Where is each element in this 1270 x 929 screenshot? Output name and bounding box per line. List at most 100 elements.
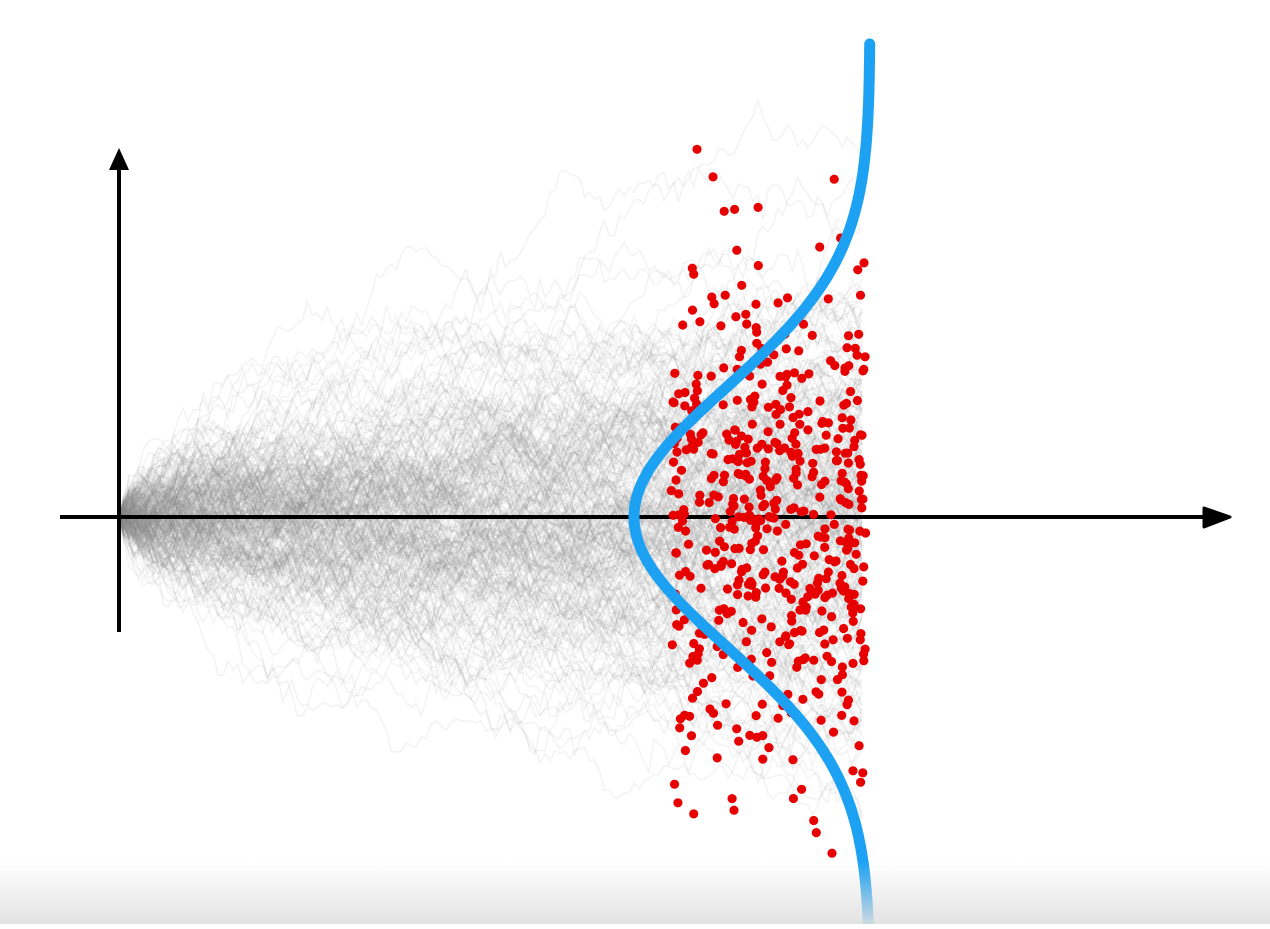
random-walk-path [118,391,863,541]
sample-point [786,611,797,621]
random-walk-path [118,465,863,554]
sample-point [687,305,698,315]
sample-point [741,309,751,319]
sample-point [827,588,838,598]
sample-point [858,768,868,778]
sample-point [681,526,691,536]
random-walk-path [118,431,863,603]
random-walk-path [118,516,863,715]
random-walk-path [118,424,863,692]
sample-point [707,673,717,683]
sample-point [713,492,723,502]
sample-point [733,456,743,466]
sample-point [762,648,772,658]
sample-point [714,615,724,625]
sample-point [703,559,714,569]
sample-point [745,730,755,741]
random-walk-path [118,385,863,518]
sample-point [816,715,826,725]
random-walk-path [118,478,863,607]
sample-point [797,626,807,636]
sample-point [837,570,847,581]
random-walk-path [118,330,863,576]
sample-point [676,465,687,475]
random-walk-path [118,450,863,563]
sample-point [745,394,756,405]
sample-point [758,545,769,555]
random-walk-path [118,480,863,641]
random-walk-path [118,406,863,572]
random-walk-path [118,406,863,591]
sample-point [815,444,826,454]
sample-point [692,655,702,665]
sample-point [781,372,791,382]
random-walk-path [118,357,863,528]
sample-point [842,633,853,643]
random-walk-path [118,365,863,548]
sample-point [767,657,777,668]
sample-point [674,389,684,399]
sample-point [730,425,740,435]
random-walk-path [118,264,863,543]
sample-point [760,464,770,474]
sample-point [763,402,774,412]
sample-point [827,848,837,858]
sample-point [764,743,774,753]
sample-point [794,346,804,356]
sample-point [718,477,729,487]
random-walk-path [118,341,863,528]
random-walk-path [118,474,863,589]
sample-point [757,379,767,389]
random-walk-path [118,504,863,673]
sample-point [734,736,744,746]
sample-point [852,395,863,406]
sample-point [685,429,696,439]
sample-point [790,428,800,438]
random-walk-path [118,366,863,545]
sample-point [820,524,830,534]
random-walk-path [118,415,863,548]
sample-point [747,625,757,635]
sample-point [716,523,726,533]
random-walk-path [118,447,863,629]
random-walk-path [118,430,863,585]
sample-point [743,512,753,522]
sample-point [685,711,695,721]
sample-point [742,319,752,329]
random-walk-path [118,282,863,538]
sample-point [732,245,742,255]
sample-point [808,458,818,468]
random-walk-path [118,496,863,625]
sample-point [816,675,826,685]
sample-point [775,637,785,647]
sample-point [698,678,709,688]
sample-point [773,298,783,308]
sample-point [762,475,772,486]
sample-point [850,343,860,353]
random-walk-path [118,312,863,518]
random-walk-path [118,396,863,532]
sample-point [798,319,809,329]
random-walk-path [118,434,863,590]
random-walk-path [118,382,863,540]
sample-point [804,369,814,379]
sample-point [687,263,697,273]
sample-point [712,753,722,763]
sample-point [737,280,747,290]
sample-point [670,368,680,378]
sample-point [722,584,733,594]
sample-point [811,687,821,697]
random-walk-path [118,275,863,538]
sample-point [679,615,689,625]
sample-point [848,658,858,669]
sample-point [860,352,870,362]
sample-point [829,519,839,530]
sample-point [701,545,712,555]
random-walk-path [118,302,863,540]
sample-point [854,455,864,465]
sample-point [686,731,697,741]
sample-point [817,606,827,616]
random-walk-path [118,442,863,655]
random-walk-path [118,501,863,816]
sample-point [738,617,748,628]
